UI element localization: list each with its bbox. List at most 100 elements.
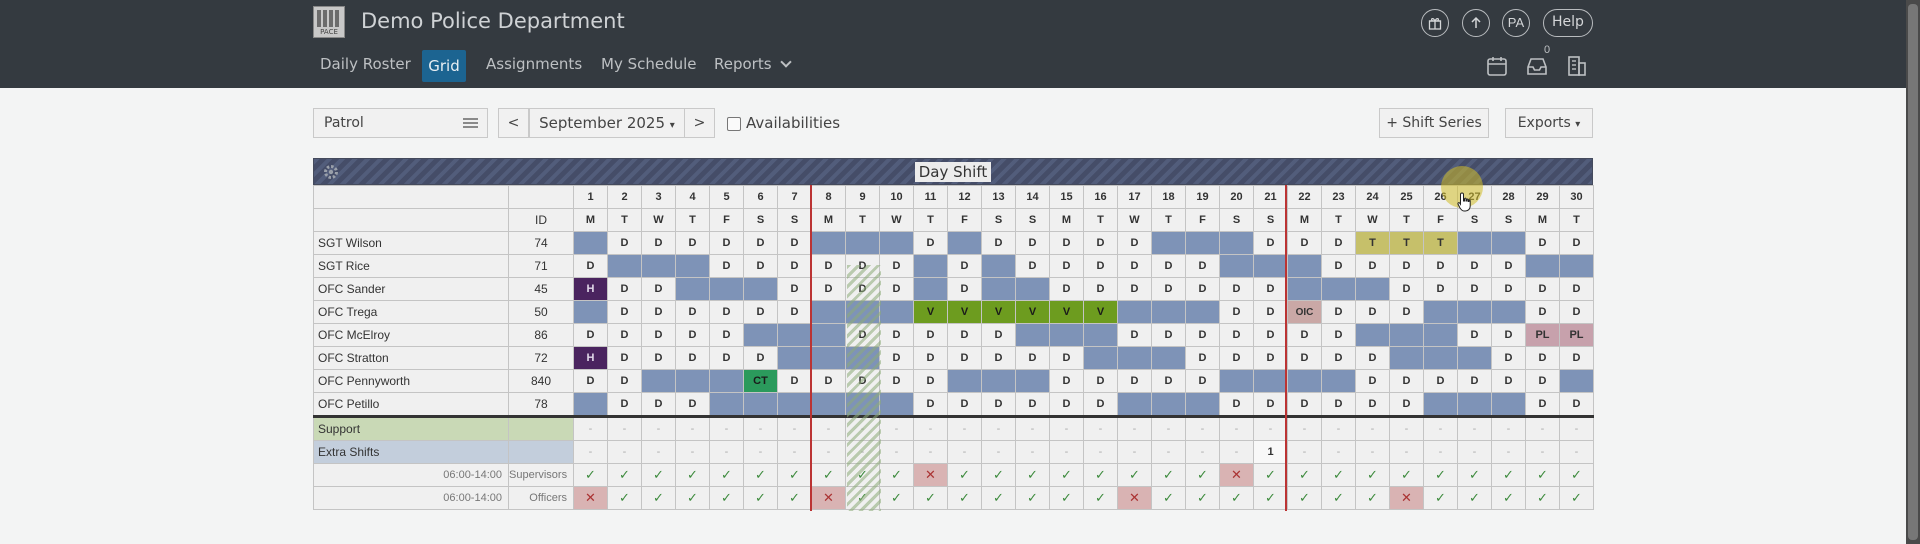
support-cell[interactable]: - <box>845 415 880 441</box>
shift-cell[interactable]: D <box>1219 392 1254 417</box>
nav-grid[interactable]: Grid <box>422 50 466 82</box>
check-icon[interactable]: ✓ <box>709 463 744 487</box>
support-cell[interactable]: - <box>1015 415 1050 441</box>
employee-name[interactable]: OFC Pennyworth <box>313 369 509 393</box>
shift-cell[interactable] <box>981 277 1016 301</box>
support-cell[interactable]: - <box>709 415 744 441</box>
shift-cell[interactable] <box>1491 392 1526 417</box>
shift-cell[interactable]: D <box>1015 392 1050 417</box>
shift-cell[interactable]: T <box>1389 231 1424 255</box>
check-icon[interactable]: ✓ <box>1525 486 1560 510</box>
shift-cell[interactable]: D <box>675 346 710 370</box>
shift-cell[interactable]: V <box>1049 300 1084 324</box>
shift-cell[interactable]: D <box>675 300 710 324</box>
shift-cell[interactable]: D <box>1559 392 1594 417</box>
check-icon[interactable]: ✓ <box>1355 463 1390 487</box>
shift-cell[interactable] <box>1151 346 1186 370</box>
shift-cell[interactable] <box>1321 369 1356 393</box>
shift-cell[interactable]: D <box>709 323 744 347</box>
shift-cell[interactable] <box>845 231 880 255</box>
support-cell[interactable]: - <box>1185 415 1220 441</box>
employee-name[interactable]: OFC McElroy <box>313 323 509 347</box>
shift-cell[interactable]: D <box>1185 323 1220 347</box>
support-cell[interactable]: - <box>947 415 982 441</box>
employee-name[interactable]: OFC Trega <box>313 300 509 324</box>
next-month-button[interactable]: > <box>684 108 715 138</box>
extra-shift-cell[interactable]: - <box>1559 440 1594 464</box>
shift-cell[interactable]: D <box>1525 231 1560 255</box>
shift-cell[interactable]: D <box>1151 254 1186 278</box>
shift-cell[interactable] <box>675 254 710 278</box>
user-avatar-button[interactable]: PA <box>1502 9 1530 37</box>
extra-shift-cell[interactable]: - <box>845 440 880 464</box>
shift-cell[interactable] <box>743 277 778 301</box>
shift-cell[interactable]: D <box>1219 277 1254 301</box>
shift-cell[interactable]: D <box>1559 231 1594 255</box>
check-icon[interactable]: ✓ <box>641 463 676 487</box>
shift-cell[interactable]: D <box>879 323 914 347</box>
shift-cell[interactable]: D <box>1117 254 1152 278</box>
employee-name[interactable]: SGT Wilson <box>313 231 509 255</box>
shift-cell[interactable]: D <box>1083 254 1118 278</box>
shift-cell[interactable]: D <box>641 300 676 324</box>
shift-cell[interactable] <box>573 392 608 417</box>
shift-cell[interactable] <box>879 300 914 324</box>
shift-cell[interactable] <box>845 346 880 370</box>
support-cell[interactable]: - <box>1389 415 1424 441</box>
shift-cell[interactable]: D <box>913 369 948 393</box>
cross-icon[interactable]: ✕ <box>1117 486 1152 510</box>
shift-cell[interactable] <box>1355 277 1390 301</box>
shift-cell[interactable]: OIC <box>1287 300 1322 324</box>
shift-cell[interactable] <box>913 277 948 301</box>
shift-cell[interactable] <box>947 231 982 255</box>
support-cell[interactable]: - <box>573 415 608 441</box>
shift-cell[interactable]: D <box>947 392 982 417</box>
shift-cell[interactable]: D <box>777 231 812 255</box>
extra-shifts-label[interactable]: Extra Shifts <box>313 440 509 464</box>
shift-cell[interactable] <box>777 346 812 370</box>
shift-cell[interactable]: D <box>1321 346 1356 370</box>
shift-cell[interactable]: D <box>1457 254 1492 278</box>
nav-daily-roster[interactable]: Daily Roster <box>320 55 411 73</box>
extra-shift-cell[interactable]: - <box>1423 440 1458 464</box>
shift-cell[interactable] <box>1457 346 1492 370</box>
check-icon[interactable]: ✓ <box>1389 463 1424 487</box>
shift-cell[interactable] <box>981 254 1016 278</box>
shift-cell[interactable] <box>1525 254 1560 278</box>
availabilities-checkbox[interactable] <box>727 117 741 131</box>
shift-cell[interactable]: D <box>1287 346 1322 370</box>
shift-cell[interactable]: D <box>1185 369 1220 393</box>
shift-cell[interactable]: D <box>1355 254 1390 278</box>
shift-cell[interactable]: D <box>1219 323 1254 347</box>
shift-cell[interactable] <box>1491 300 1526 324</box>
shift-cell[interactable] <box>1015 277 1050 301</box>
shift-cell[interactable]: D <box>777 300 812 324</box>
check-icon[interactable]: ✓ <box>1219 486 1254 510</box>
shift-cell[interactable]: D <box>1253 300 1288 324</box>
shift-cell[interactable]: D <box>1083 369 1118 393</box>
shift-cell[interactable]: D <box>1423 277 1458 301</box>
shift-cell[interactable]: CT <box>743 369 778 393</box>
check-icon[interactable]: ✓ <box>1117 463 1152 487</box>
shift-cell[interactable]: D <box>607 392 642 417</box>
shift-cell[interactable]: T <box>1423 231 1458 255</box>
shift-cell[interactable]: D <box>879 346 914 370</box>
check-icon[interactable]: ✓ <box>607 486 642 510</box>
check-icon[interactable]: ✓ <box>1083 463 1118 487</box>
check-icon[interactable]: ✓ <box>1423 463 1458 487</box>
shift-cell[interactable] <box>811 300 846 324</box>
shift-cell[interactable]: D <box>981 392 1016 417</box>
shift-cell[interactable]: D <box>947 277 982 301</box>
shift-cell[interactable] <box>777 323 812 347</box>
extra-shift-cell[interactable]: - <box>1457 440 1492 464</box>
check-icon[interactable]: ✓ <box>947 486 982 510</box>
support-cell[interactable]: - <box>811 415 846 441</box>
extra-shift-cell[interactable]: - <box>1049 440 1084 464</box>
gift-icon[interactable] <box>1421 9 1449 37</box>
shift-cell[interactable]: D <box>1117 277 1152 301</box>
extra-shift-cell[interactable]: - <box>1185 440 1220 464</box>
shift-cell[interactable]: D <box>573 254 608 278</box>
shift-cell[interactable]: D <box>981 231 1016 255</box>
shift-cell[interactable] <box>879 231 914 255</box>
support-cell[interactable]: - <box>879 415 914 441</box>
